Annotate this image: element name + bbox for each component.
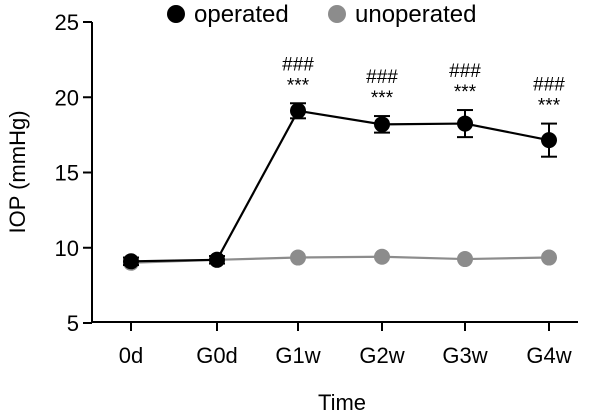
series-line-operated: [130, 109, 550, 263]
y-tick-label: 20: [55, 85, 79, 110]
significance-annotation: ***: [287, 75, 310, 96]
data-point-unoperated: [374, 248, 390, 265]
legend: operated unoperated: [167, 1, 476, 28]
data-point-operated: [290, 102, 306, 119]
significance-annotation: ***: [538, 96, 561, 117]
series-layer: [123, 102, 557, 271]
y-tick-label: 15: [55, 161, 79, 186]
y-tick-label: 10: [55, 236, 79, 261]
y-axis-title: IOP (mmHg): [5, 110, 30, 233]
significance-annotation: ###: [533, 75, 565, 96]
data-point-unoperated: [457, 251, 473, 268]
data-point-operated: [123, 253, 139, 270]
annotation-layer: ###*** ###***###*** ###***: [282, 54, 565, 116]
x-axis-title: Time: [318, 390, 366, 415]
x-tick-label: G0d: [196, 343, 238, 368]
series-operated: [123, 102, 557, 270]
significance-annotation: ***: [454, 82, 477, 103]
data-point-unoperated: [541, 249, 557, 266]
legend-label-unoperated: unoperated: [355, 1, 476, 28]
y-tick-label: 5: [67, 311, 79, 336]
x-tick-label: 0d: [119, 343, 143, 368]
data-point-operated: [457, 115, 473, 132]
significance-annotation: ###: [366, 67, 398, 88]
x-tick-label: G3w: [442, 343, 487, 368]
significance-annotation: ###: [449, 61, 481, 82]
data-point-operated: [541, 132, 557, 149]
y-tick-label: 25: [55, 10, 79, 35]
data-point-operated: [209, 251, 225, 268]
data-point-operated: [374, 116, 390, 133]
data-point-unoperated: [290, 249, 306, 266]
x-tick-label: G2w: [359, 343, 404, 368]
y-ticks: 5 10 15 20 25: [55, 10, 92, 336]
x-tick-label: G1w: [275, 343, 320, 368]
x-tick-label: G4w: [526, 343, 571, 368]
significance-annotation: ###: [282, 54, 314, 75]
legend-label-operated: operated: [194, 1, 289, 28]
x-ticks: 0d G0d G1w G2w G3w G4w: [119, 322, 572, 368]
significance-annotation: ***: [371, 88, 394, 109]
legend-marker-operated: [167, 5, 185, 23]
legend-marker-unoperated: [328, 5, 346, 23]
